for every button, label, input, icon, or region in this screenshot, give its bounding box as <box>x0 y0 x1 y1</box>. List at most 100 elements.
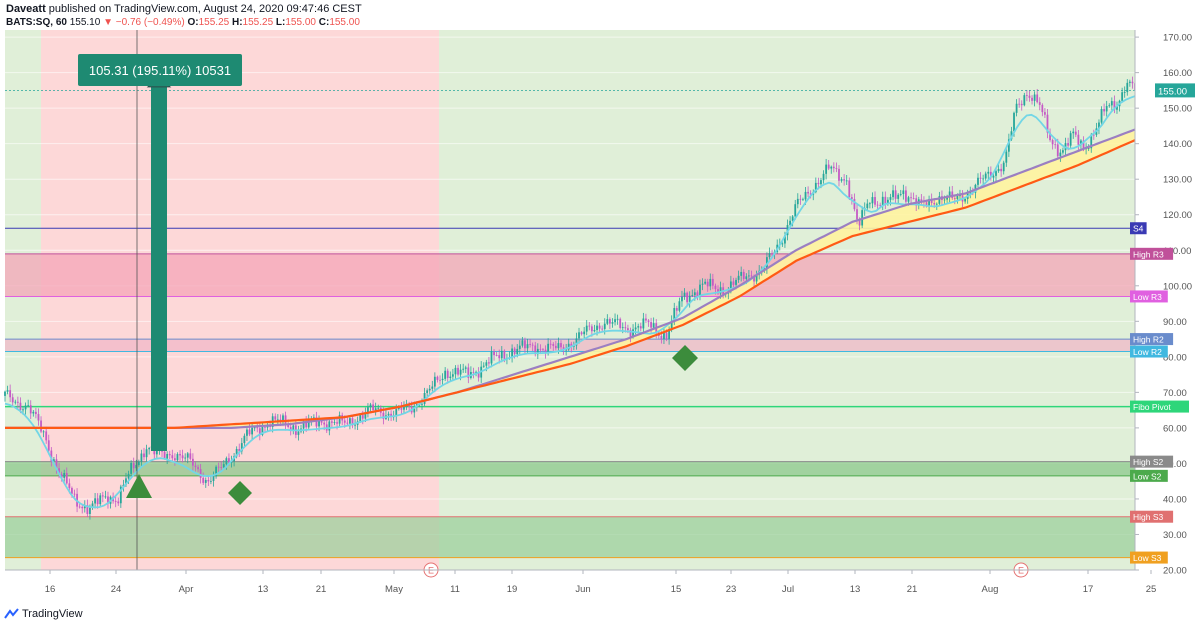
candle-body <box>318 420 320 427</box>
candle-body <box>192 458 194 466</box>
low-s3-tag <box>1130 551 1168 564</box>
price-tick-label: 40.00 <box>1163 494 1187 505</box>
candle-body <box>717 289 719 294</box>
candle-body <box>1000 168 1003 172</box>
candle-body <box>336 422 338 424</box>
candle-body <box>482 365 485 367</box>
candle-body <box>1092 134 1095 136</box>
candle-body <box>536 348 539 355</box>
candle-body <box>768 253 771 258</box>
candle-body <box>608 319 611 324</box>
signal-diamond[interactable] <box>228 481 252 505</box>
candle-body <box>1113 101 1116 110</box>
candle-body <box>114 501 117 503</box>
candle-body <box>711 278 714 286</box>
candle-body <box>251 427 254 435</box>
candle-body <box>511 348 513 358</box>
candle-body <box>879 204 882 206</box>
candle-body <box>593 330 596 332</box>
footer-brand[interactable]: TradingView <box>22 608 83 620</box>
candle-body <box>771 253 773 255</box>
candle-body <box>210 480 212 482</box>
fibo-pivot-tag-label: Fibo Pivot <box>1133 402 1171 412</box>
r2-zone <box>5 339 1135 352</box>
fibo-pivot-tag <box>1130 400 1189 413</box>
candle-body <box>729 281 732 292</box>
candle-body <box>451 374 454 377</box>
candle-body <box>997 168 1000 172</box>
candle-body <box>681 296 683 302</box>
high-value: 155.25 <box>242 17 274 28</box>
author-name[interactable]: Daveatt <box>6 3 46 15</box>
candle-body <box>1044 112 1046 115</box>
candle-body <box>282 415 284 423</box>
price-tick-label: 50.00 <box>1163 459 1187 470</box>
candle-body <box>693 292 696 296</box>
price-chart[interactable]: 105.31 (195.11%) 10531EE20.0030.0040.005… <box>0 30 1200 603</box>
time-tick-label: 17 <box>1083 584 1094 595</box>
candle-body <box>840 179 843 181</box>
candle-body <box>938 196 941 204</box>
candle-body <box>866 203 869 209</box>
candle-body <box>1098 122 1100 129</box>
candle-body <box>68 483 71 489</box>
candle-body <box>168 454 171 456</box>
measure-label: 105.31 (195.11%) 10531 <box>89 63 231 78</box>
candle-body <box>619 318 622 328</box>
publish-line: Daveatt published on TradingView.com, Au… <box>6 3 362 15</box>
high-s3-tag-label: High S3 <box>1133 512 1164 522</box>
candle-body <box>261 426 264 435</box>
candle-body <box>1090 134 1093 149</box>
candle-body <box>137 461 140 465</box>
candle-body <box>60 474 63 478</box>
candle-body <box>534 345 537 355</box>
candle-body <box>176 454 179 461</box>
candle-body <box>1110 101 1113 106</box>
candle-body <box>364 413 367 419</box>
candle-body <box>436 376 439 380</box>
candle-body <box>825 164 828 174</box>
candle-body <box>745 276 748 280</box>
candle-body <box>101 495 104 497</box>
candle-body <box>518 345 521 349</box>
candle-body <box>799 198 802 200</box>
candle-body <box>701 283 704 285</box>
candle-body <box>1038 102 1041 105</box>
candle-body <box>359 415 362 422</box>
signal-diamond[interactable] <box>672 345 698 371</box>
candle-body <box>130 463 133 474</box>
measure-label-box[interactable] <box>78 54 242 86</box>
candle-body <box>907 197 910 202</box>
candle-body <box>737 275 740 280</box>
candle-body <box>377 407 380 409</box>
candle-body <box>490 351 493 364</box>
candle-body <box>871 197 874 204</box>
candle-body <box>81 506 84 509</box>
candle-body <box>570 343 573 347</box>
symbol-label[interactable]: BATS:SQ, 60 <box>6 17 67 28</box>
candle-body <box>678 301 681 311</box>
candle-body <box>155 450 158 455</box>
measure-arrow-shaft[interactable] <box>151 82 167 451</box>
time-tick-label: 23 <box>726 584 737 595</box>
candle-body <box>305 421 308 428</box>
candle-body <box>274 416 277 420</box>
candle-body <box>235 448 238 457</box>
candle-body <box>143 453 145 458</box>
candle-body <box>1051 140 1054 145</box>
candle-body <box>173 458 176 461</box>
candle-body <box>287 425 290 428</box>
candle-body <box>197 467 199 470</box>
time-tick-label: 21 <box>907 584 918 595</box>
candle-body <box>14 401 17 403</box>
low-s2-tag <box>1130 469 1168 482</box>
candle-body <box>848 180 851 198</box>
candle-body <box>1072 131 1075 134</box>
candle-body <box>19 402 22 411</box>
candle-body <box>894 190 897 199</box>
price-tick-label: 130.00 <box>1163 175 1192 186</box>
candle-body <box>454 367 457 375</box>
candle-body <box>578 332 580 339</box>
buy-signal-triangle[interactable] <box>126 474 152 498</box>
candle-body <box>264 426 266 428</box>
